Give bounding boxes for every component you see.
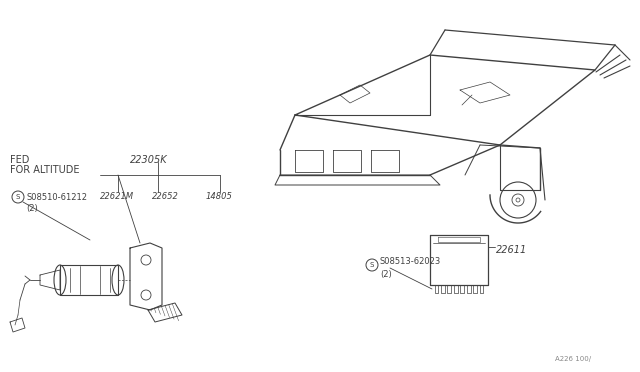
Text: FED: FED xyxy=(10,155,29,165)
Text: 14805: 14805 xyxy=(206,192,233,201)
Text: 22611: 22611 xyxy=(496,245,527,255)
Text: 22621M: 22621M xyxy=(100,192,134,201)
Text: S: S xyxy=(16,194,20,200)
Text: FOR ALTITUDE: FOR ALTITUDE xyxy=(10,165,79,175)
Text: 22305K: 22305K xyxy=(130,155,168,165)
Text: 22652: 22652 xyxy=(152,192,179,201)
Text: S08510-61212: S08510-61212 xyxy=(26,193,87,202)
Text: A226 100/: A226 100/ xyxy=(555,356,591,362)
Text: S08513-62023: S08513-62023 xyxy=(380,257,441,266)
Text: (2): (2) xyxy=(380,269,392,279)
Text: (2): (2) xyxy=(26,204,38,213)
Text: S: S xyxy=(370,262,374,268)
